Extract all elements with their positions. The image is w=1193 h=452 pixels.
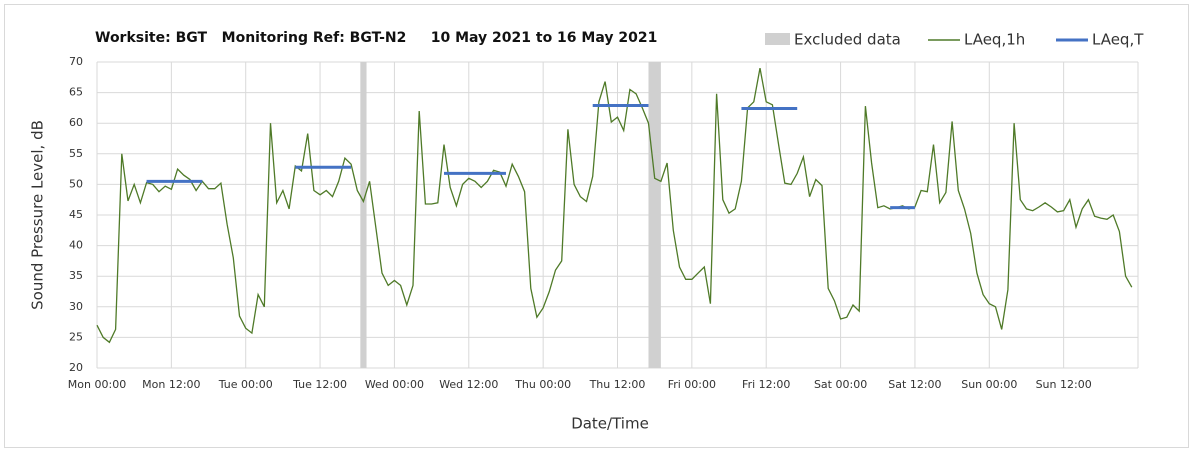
- excluded-band: [360, 62, 367, 368]
- x-tick-label: Fri 00:00: [668, 378, 716, 391]
- data-line: [96, 67, 1133, 344]
- x-axis-label: Date/Time: [571, 415, 649, 433]
- y-tick-label: 40: [69, 239, 83, 252]
- y-tick-label: 25: [69, 330, 83, 343]
- x-tick-label: Thu 12:00: [589, 378, 646, 391]
- y-tick-label: 45: [69, 208, 83, 221]
- x-tick-label: Tue 12:00: [292, 378, 347, 391]
- excluded-band: [648, 62, 661, 368]
- x-tick-label: Mon 12:00: [142, 378, 200, 391]
- legend-swatch: [765, 33, 790, 45]
- y-tick-label: 70: [69, 55, 83, 68]
- x-tick-label: Fri 12:00: [742, 378, 790, 391]
- y-tick-label: 55: [69, 147, 83, 160]
- legend-label: LAeq,1h: [964, 31, 1025, 49]
- x-tick-label: Sun 12:00: [1036, 378, 1092, 391]
- legend-label: LAeq,T: [1092, 31, 1144, 49]
- y-tick-label: 20: [69, 361, 83, 374]
- x-tick-label: Thu 00:00: [514, 378, 571, 391]
- x-tick-label: Sun 00:00: [961, 378, 1017, 391]
- x-tick-label: Wed 00:00: [365, 378, 424, 391]
- y-tick-label: 30: [69, 300, 83, 313]
- y-tick-label: 65: [69, 86, 83, 99]
- x-tick-label: Tue 00:00: [218, 378, 273, 391]
- y-tick-label: 35: [69, 269, 83, 282]
- x-tick-label: Wed 12:00: [439, 378, 498, 391]
- x-tick-label: Sat 00:00: [814, 378, 867, 391]
- legend-label: Excluded data: [794, 31, 901, 49]
- x-tick-label: Mon 00:00: [68, 378, 126, 391]
- chart-frame: [4, 4, 1189, 448]
- x-tick-label: Sat 12:00: [888, 378, 941, 391]
- y-tick-label: 60: [69, 116, 83, 129]
- y-axis-label: Sound Pressure Level, dB: [29, 120, 47, 310]
- chart-title: Worksite: BGT Monitoring Ref: BGT-N2 10 …: [95, 30, 657, 46]
- y-tick-label: 50: [69, 177, 83, 190]
